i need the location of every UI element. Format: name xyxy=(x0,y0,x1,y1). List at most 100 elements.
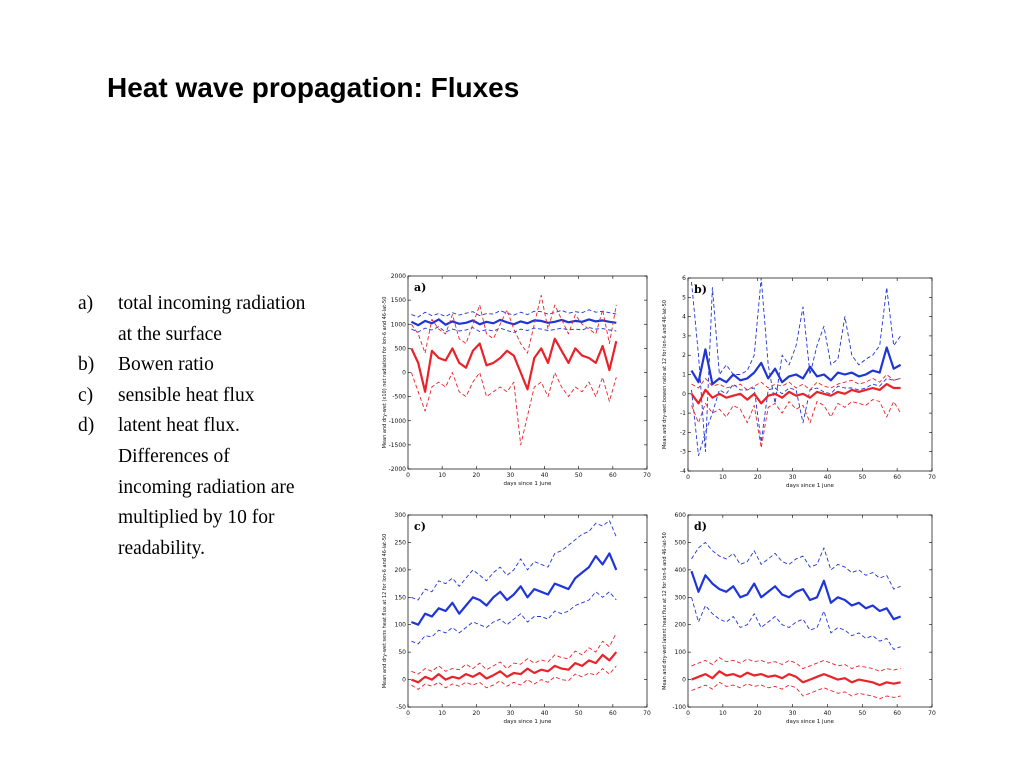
y-tick-label: 1500 xyxy=(391,297,406,304)
x-tick-label: 40 xyxy=(541,472,549,479)
x-axis-label: days since 1 june xyxy=(786,719,835,725)
x-tick-label: 0 xyxy=(686,474,690,481)
y-tick-label: 0 xyxy=(402,677,406,684)
y-tick-label: 500 xyxy=(395,345,407,352)
series-line-red-solid-3 xyxy=(691,670,901,687)
x-tick-label: 40 xyxy=(824,710,832,717)
chart-panel-a: 0 10 20 30 40 50 60 70 -2000 -1500 -1000 -500 0 500 10… xyxy=(382,273,651,487)
y-tick-label: 5 xyxy=(682,294,686,301)
x-tick-label: 70 xyxy=(928,474,936,481)
x-tick-label: 30 xyxy=(789,710,797,717)
y-tick-label: 50 xyxy=(398,649,406,656)
list-item: a) total incoming radiation at the surfac… xyxy=(78,289,308,350)
list-item: b) Bowen ratio xyxy=(78,350,308,381)
list-marker: c) xyxy=(78,384,94,406)
x-tick-label: 20 xyxy=(754,474,762,481)
y-tick-label: 500 xyxy=(675,539,687,546)
y-tick-label: 3 xyxy=(682,333,686,340)
list-item: d) latent heat flux. Differences of incom… xyxy=(78,411,308,564)
y-tick-label: 1000 xyxy=(391,321,406,328)
y-tick-label: -1 xyxy=(680,410,686,417)
y-axis-label: Mean and dry-wet sens heat flux at 12 fo… xyxy=(382,534,388,689)
x-tick-label: 50 xyxy=(575,710,583,717)
y-tick-label: -2000 xyxy=(389,466,407,473)
series-line-red-dashed-5 xyxy=(691,399,901,449)
y-tick-label: 100 xyxy=(395,622,407,629)
y-tick-label: 300 xyxy=(675,594,687,601)
series-line-blue-solid-0 xyxy=(410,318,617,327)
series-line-blue-dashed-1 xyxy=(691,277,901,453)
x-tick-label: 10 xyxy=(438,710,446,717)
x-axis-label: days since 1 june xyxy=(504,481,553,487)
y-axis-label: Mean and dry-wet bowen ratio at 12 for l… xyxy=(662,300,668,449)
slide-title: Heat wave propagation: Fluxes xyxy=(107,72,520,103)
panel-label: b) xyxy=(694,283,707,296)
y-tick-label: -500 xyxy=(392,394,406,401)
chart-panel-d: 0 10 20 30 40 50 60 70-1000100200300400500600d)… xyxy=(662,512,936,725)
x-tick-label: 10 xyxy=(438,472,446,479)
x-tick-label: 20 xyxy=(754,710,762,717)
y-tick-label: 250 xyxy=(395,539,407,546)
x-tick-label: 0 xyxy=(686,710,690,717)
y-tick-label: 6 xyxy=(682,275,686,282)
list-item: c) sensible heat flux xyxy=(78,381,308,412)
y-tick-label: 0 xyxy=(682,677,686,684)
x-tick-label: 70 xyxy=(643,472,651,479)
series-line-red-dashed-5 xyxy=(411,665,617,690)
y-tick-label: -100 xyxy=(672,704,686,711)
y-tick-label: 400 xyxy=(675,567,687,574)
chart-panel-b: 0 10 20 30 40 50 60 70 -4 -3 -2 -1 0 1 2 3 4 5 6 b) days sin… xyxy=(662,275,936,489)
plot-area xyxy=(407,275,648,470)
x-tick-label: 50 xyxy=(575,472,583,479)
y-tick-label: 0 xyxy=(682,391,686,398)
series-line-red-dashed-4 xyxy=(691,374,901,391)
chart-panel-c: 0 10 20 30 40 50 60 70-50050100150200250300c)da… xyxy=(382,512,651,725)
x-tick-label: 60 xyxy=(609,472,617,479)
y-tick-label: -50 xyxy=(396,704,406,711)
x-tick-label: 40 xyxy=(824,474,832,481)
series-line-red-solid-3 xyxy=(410,337,618,393)
y-tick-label: 2 xyxy=(682,352,686,359)
x-tick-label: 0 xyxy=(406,710,410,717)
list-marker: b) xyxy=(78,354,95,376)
plot-area xyxy=(407,514,648,708)
y-tick-label: 1 xyxy=(682,372,686,379)
y-tick-label: -4 xyxy=(680,468,686,475)
y-tick-label: 600 xyxy=(675,512,687,519)
description-list: a) total incoming radiation at the surfac… xyxy=(78,289,308,564)
series-line-blue-dashed-1 xyxy=(411,520,617,601)
panel-label: d) xyxy=(694,520,707,533)
x-tick-label: 60 xyxy=(893,474,901,481)
y-axis-label: Mean and dry-wet (x10) net radiation for… xyxy=(382,297,388,449)
series-line-blue-dashed-2 xyxy=(411,591,617,645)
series-line-blue-dashed-1 xyxy=(411,309,617,318)
series-line-blue-dashed-2 xyxy=(411,326,617,333)
series-line-red-solid-3 xyxy=(410,651,618,684)
list-marker: d) xyxy=(78,415,95,437)
x-tick-label: 30 xyxy=(789,474,797,481)
series-line-red-dashed-5 xyxy=(691,681,901,700)
plot-area xyxy=(687,277,933,472)
series-line-blue-solid-0 xyxy=(410,552,618,626)
series-line-red-dashed-5 xyxy=(410,372,617,446)
x-tick-label: 30 xyxy=(507,472,515,479)
y-tick-label: 4 xyxy=(682,314,686,321)
x-tick-label: 60 xyxy=(893,710,901,717)
series-line-blue-solid-0 xyxy=(690,570,902,621)
x-tick-label: 60 xyxy=(609,710,617,717)
x-tick-label: 50 xyxy=(858,474,866,481)
series-line-blue-dashed-1 xyxy=(691,541,901,590)
x-tick-label: 40 xyxy=(541,710,549,717)
series-line-red-solid-3 xyxy=(690,383,901,405)
y-tick-label: 0 xyxy=(402,370,406,377)
x-tick-label: 50 xyxy=(858,710,866,717)
series-line-blue-solid-0 xyxy=(690,346,902,386)
x-tick-label: 10 xyxy=(719,474,727,481)
x-tick-label: 20 xyxy=(472,710,480,717)
x-axis-label: days since 1 june xyxy=(504,719,553,725)
y-tick-label: 150 xyxy=(395,594,407,601)
x-tick-label: 30 xyxy=(507,710,515,717)
series-line-red-dashed-4 xyxy=(411,632,617,675)
series-line-red-dashed-4 xyxy=(411,294,617,354)
